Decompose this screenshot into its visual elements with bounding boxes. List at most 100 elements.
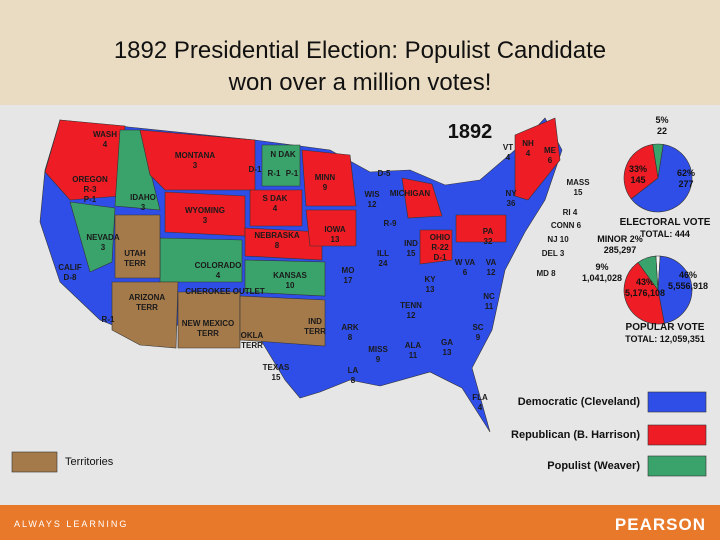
state-label: 4 [273, 204, 278, 213]
state-label: 15 [272, 373, 281, 382]
state-label: WYOMING [185, 206, 225, 215]
state-label: D-5 [378, 169, 391, 178]
state-label: VA [486, 258, 497, 267]
state [244, 259, 326, 297]
state-label: DEL 3 [542, 249, 565, 258]
state-label: 9 [376, 355, 381, 364]
chart-title: POPULAR VOTE [626, 322, 705, 333]
state-label: R-9 [384, 219, 397, 228]
state-label: P-1 [286, 169, 299, 178]
footer-bar [0, 505, 720, 540]
state-label: 6 [463, 268, 468, 277]
slice-votes: 277 [678, 179, 693, 189]
state-label: 12 [368, 200, 377, 209]
state-label: MINN [315, 173, 336, 182]
pie-slice [657, 255, 693, 324]
state-label: 4 [526, 149, 531, 158]
slice-votes: 5,176,108 [625, 288, 665, 298]
state-label: NC [483, 292, 495, 301]
state-label: 4 [478, 403, 483, 412]
legend-label: Populist (Weaver) [547, 460, 640, 472]
state-label: 11 [485, 302, 494, 311]
state-label: 13 [443, 348, 452, 357]
state-label: 10 [286, 281, 295, 290]
state-label: IOWA [324, 225, 346, 234]
state-label: 24 [379, 259, 388, 268]
state-label: IDAHO [130, 193, 156, 202]
pie-slice [623, 144, 659, 200]
territory [111, 281, 179, 349]
state-label: TERR [304, 327, 326, 336]
state-label: NEVADA [86, 233, 119, 242]
state [455, 214, 507, 243]
slice-votes: 145 [630, 175, 645, 185]
territory [177, 291, 241, 349]
state [159, 237, 243, 283]
state-label: IND [404, 239, 418, 248]
state-label: 32 [484, 237, 493, 246]
state-label: RI 4 [563, 208, 578, 217]
pie-slice [630, 144, 693, 213]
slice-percent: 46% [679, 270, 697, 280]
chart-total: TOTAL: 12,059,351 [625, 334, 705, 344]
state-label: S DAK [263, 194, 288, 203]
chart-title: ELECTORAL VOTE [620, 217, 711, 228]
slice-percent: 43% [636, 277, 654, 287]
slice-votes: 285,297 [604, 245, 637, 255]
state-label: MICHIGAN [390, 189, 431, 198]
state [44, 119, 126, 201]
legend-label: Republican (B. Harrison) [511, 429, 640, 441]
state-label: OKLA [241, 331, 264, 340]
state-label: GA [441, 338, 453, 347]
state-label: WASH [93, 130, 117, 139]
slice-percent: MINOR 2% [597, 234, 643, 244]
state-label: ME [544, 146, 557, 155]
state [69, 201, 116, 273]
state-label: ARIZONA [129, 293, 166, 302]
legend-swatch [11, 451, 58, 473]
state-label: MO [342, 266, 355, 275]
state-label: TERR [124, 259, 146, 268]
state-label: ALA [405, 341, 422, 350]
state [244, 227, 323, 261]
slice-percent: 62% [677, 168, 695, 178]
state [305, 209, 357, 247]
state-label: 6 [548, 156, 553, 165]
state-label: OHIO [430, 233, 450, 242]
slice-percent: 33% [629, 164, 647, 174]
state-label: P-1 [84, 195, 97, 204]
state-label: 12 [487, 268, 496, 277]
state-label: 3 [193, 161, 198, 170]
state-label: NY [505, 189, 517, 198]
state-label: 17 [344, 276, 353, 285]
state [261, 144, 301, 187]
pie-slice [623, 262, 665, 325]
slice-votes: 22 [657, 126, 667, 136]
state-label: NJ 10 [547, 235, 569, 244]
state-label: TERR [197, 329, 219, 338]
state-label: R-1 [102, 315, 115, 324]
state-label: MASS [566, 178, 590, 187]
footer-tagline: ALWAYS LEARNING [14, 519, 128, 529]
legend-swatch [647, 424, 707, 446]
state-label: TEXAS [263, 363, 290, 372]
state-label: TENN [400, 301, 422, 310]
map [39, 117, 563, 433]
map-year: 1892 [448, 121, 493, 143]
state-label: 8 [348, 333, 353, 342]
territory [114, 214, 161, 279]
state-label: VT [503, 143, 513, 152]
state-label: MISS [368, 345, 388, 354]
state [301, 149, 357, 207]
state-label: R-3 [84, 185, 97, 194]
state-label: R-22 [431, 243, 449, 252]
slice-percent: 9% [595, 262, 608, 272]
state-label: 4 [103, 140, 108, 149]
slice-votes: 1,041,028 [582, 273, 622, 283]
state-label: 13 [426, 285, 435, 294]
slice-votes: 5,556,918 [668, 281, 708, 291]
